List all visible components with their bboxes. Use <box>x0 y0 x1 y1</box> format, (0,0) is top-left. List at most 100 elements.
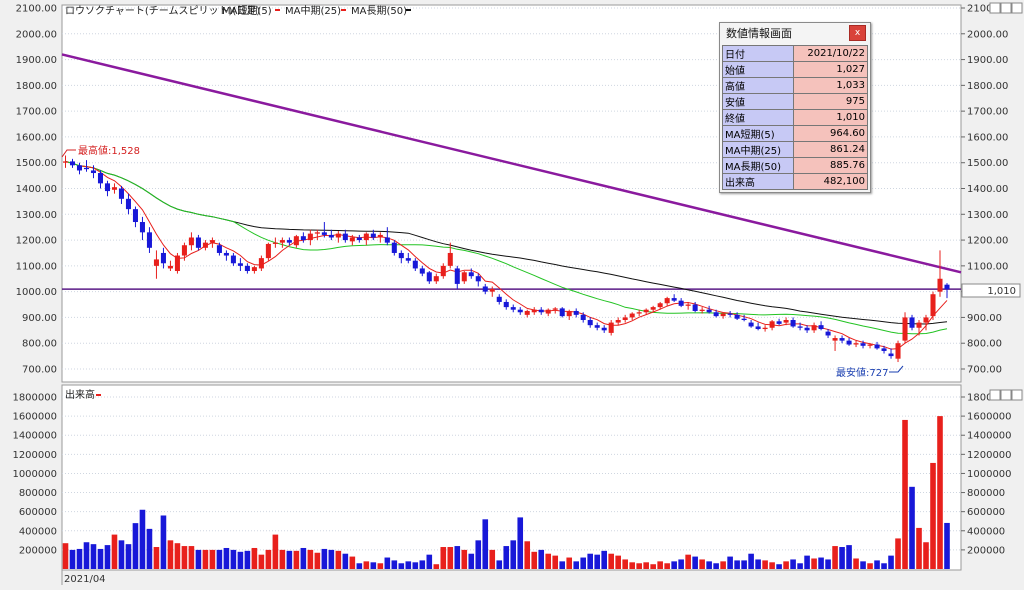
info-key: 出来高 <box>722 173 794 190</box>
high-value-label: 最高値:1,528 <box>78 144 140 157</box>
volume-tick-label: 800000 <box>967 488 1005 499</box>
volume-bar <box>300 547 307 569</box>
volume-bar <box>132 523 139 569</box>
volume-bar <box>755 559 761 569</box>
volume-bar <box>398 563 405 569</box>
volume-legend-swatch <box>96 394 101 396</box>
volume-tick-label: 800000 <box>19 488 57 499</box>
volume-bar <box>111 534 118 569</box>
candle-down <box>727 313 733 315</box>
candle-up <box>622 317 628 321</box>
info-key: 終値 <box>722 109 794 126</box>
candle-up <box>377 234 383 238</box>
volume-tick-label: 1200000 <box>12 450 57 461</box>
candle-down <box>909 317 915 328</box>
volume-restore-button[interactable] <box>989 389 1001 401</box>
price-tick-label: 1900.00 <box>967 55 1008 66</box>
candle-up <box>930 294 936 317</box>
volume-legend-label: 出来高 <box>65 388 95 401</box>
chart-title: ロウソクチャート(チームスピリット)(日足) <box>65 5 260 17</box>
candle-up <box>251 267 257 272</box>
price-tick-label: 1200.00 <box>967 236 1008 247</box>
candle-up <box>307 233 313 241</box>
candle-up <box>552 308 558 310</box>
volume-bar <box>468 553 475 569</box>
volume-tick-label: 200000 <box>19 545 57 556</box>
candle-up <box>615 320 621 323</box>
close-button[interactable] <box>1011 2 1023 14</box>
candle-down <box>237 263 243 266</box>
candle-up <box>769 321 775 328</box>
volume-bar <box>216 549 223 569</box>
ma5-legend-label: MA短期(5) <box>222 4 272 17</box>
volume-bar <box>888 555 894 569</box>
maximize-button[interactable] <box>1000 2 1012 14</box>
volume-bar <box>377 563 384 569</box>
candle-up <box>657 303 663 308</box>
volume-bar <box>139 509 146 569</box>
trendline[interactable] <box>61 53 962 274</box>
last-price-label: 1,010 <box>987 286 1016 297</box>
candle-down <box>244 265 250 272</box>
candle-up <box>181 245 187 256</box>
ma50-legend-label: MA長期(50) <box>351 5 407 17</box>
volume-bar <box>69 549 76 569</box>
volume-bar <box>153 547 160 569</box>
candle-down <box>790 320 796 327</box>
high-marker-arrow <box>61 149 76 158</box>
candle-up <box>923 317 929 323</box>
volume-tick-label: 1400000 <box>12 431 57 442</box>
volume-bar <box>272 534 279 569</box>
volume-bar <box>335 550 342 569</box>
volume-bar <box>461 549 468 569</box>
restore-button[interactable] <box>989 2 1001 14</box>
volume-bar <box>734 560 740 569</box>
info-panel-titlebar[interactable]: 数値情報画面 x <box>720 23 870 42</box>
candle-up <box>489 289 495 292</box>
volume-bar <box>720 561 726 569</box>
price-tick-label: 1600.00 <box>16 132 57 143</box>
info-panel-title: 数値情報画面 <box>726 26 792 40</box>
volume-bar <box>62 543 69 569</box>
info-value: 861.24 <box>793 141 868 158</box>
volume-bar <box>188 546 195 569</box>
volume-tick-label: 1800000 <box>12 393 57 404</box>
window-controls-top <box>989 2 1023 401</box>
volume-bar <box>545 553 552 569</box>
price-tick-label: 1400.00 <box>967 184 1008 195</box>
info-row: 出来高 482,100 <box>722 173 868 190</box>
volume-bar <box>475 540 482 569</box>
volume-tick-label: 1000000 <box>967 469 1012 480</box>
volume-bar <box>90 544 97 569</box>
candle-up <box>433 276 439 282</box>
candle-down <box>713 312 719 317</box>
candle-down <box>83 167 90 170</box>
volume-maximize-button[interactable] <box>1000 389 1012 401</box>
price-tick-label: 800.00 <box>967 339 1002 350</box>
date-label: 2021/04 <box>64 574 106 585</box>
ma25-legend-swatch <box>341 9 346 11</box>
volume-bar <box>671 561 677 569</box>
candle-down <box>559 308 565 317</box>
candle-down <box>216 245 222 253</box>
volume-bar <box>713 563 719 569</box>
info-panel[interactable]: 数値情報画面 x 日付 2021/10/22 始値 1,027 高値 1,033 安値 975… <box>719 22 871 193</box>
volume-bar <box>244 550 251 569</box>
volume-tick-label: 400000 <box>19 526 57 537</box>
close-icon[interactable]: x <box>849 24 866 41</box>
candle-down <box>601 327 607 331</box>
candle-down <box>90 170 97 174</box>
last-price-tag <box>961 283 1021 298</box>
volume-close-button[interactable] <box>1011 389 1023 401</box>
volume-panel[interactable] <box>61 384 962 571</box>
ma5-line <box>79 165 948 350</box>
volume-bar <box>342 553 349 569</box>
info-row: MA長期(50) 885.76 <box>722 157 868 174</box>
volume-bar <box>580 557 587 569</box>
volume-bar <box>167 540 174 569</box>
candle-up <box>461 272 467 282</box>
candle-up <box>258 258 264 269</box>
low-marker-arrow <box>889 365 904 373</box>
volume-bar <box>601 550 607 569</box>
volume-bar <box>454 546 461 569</box>
